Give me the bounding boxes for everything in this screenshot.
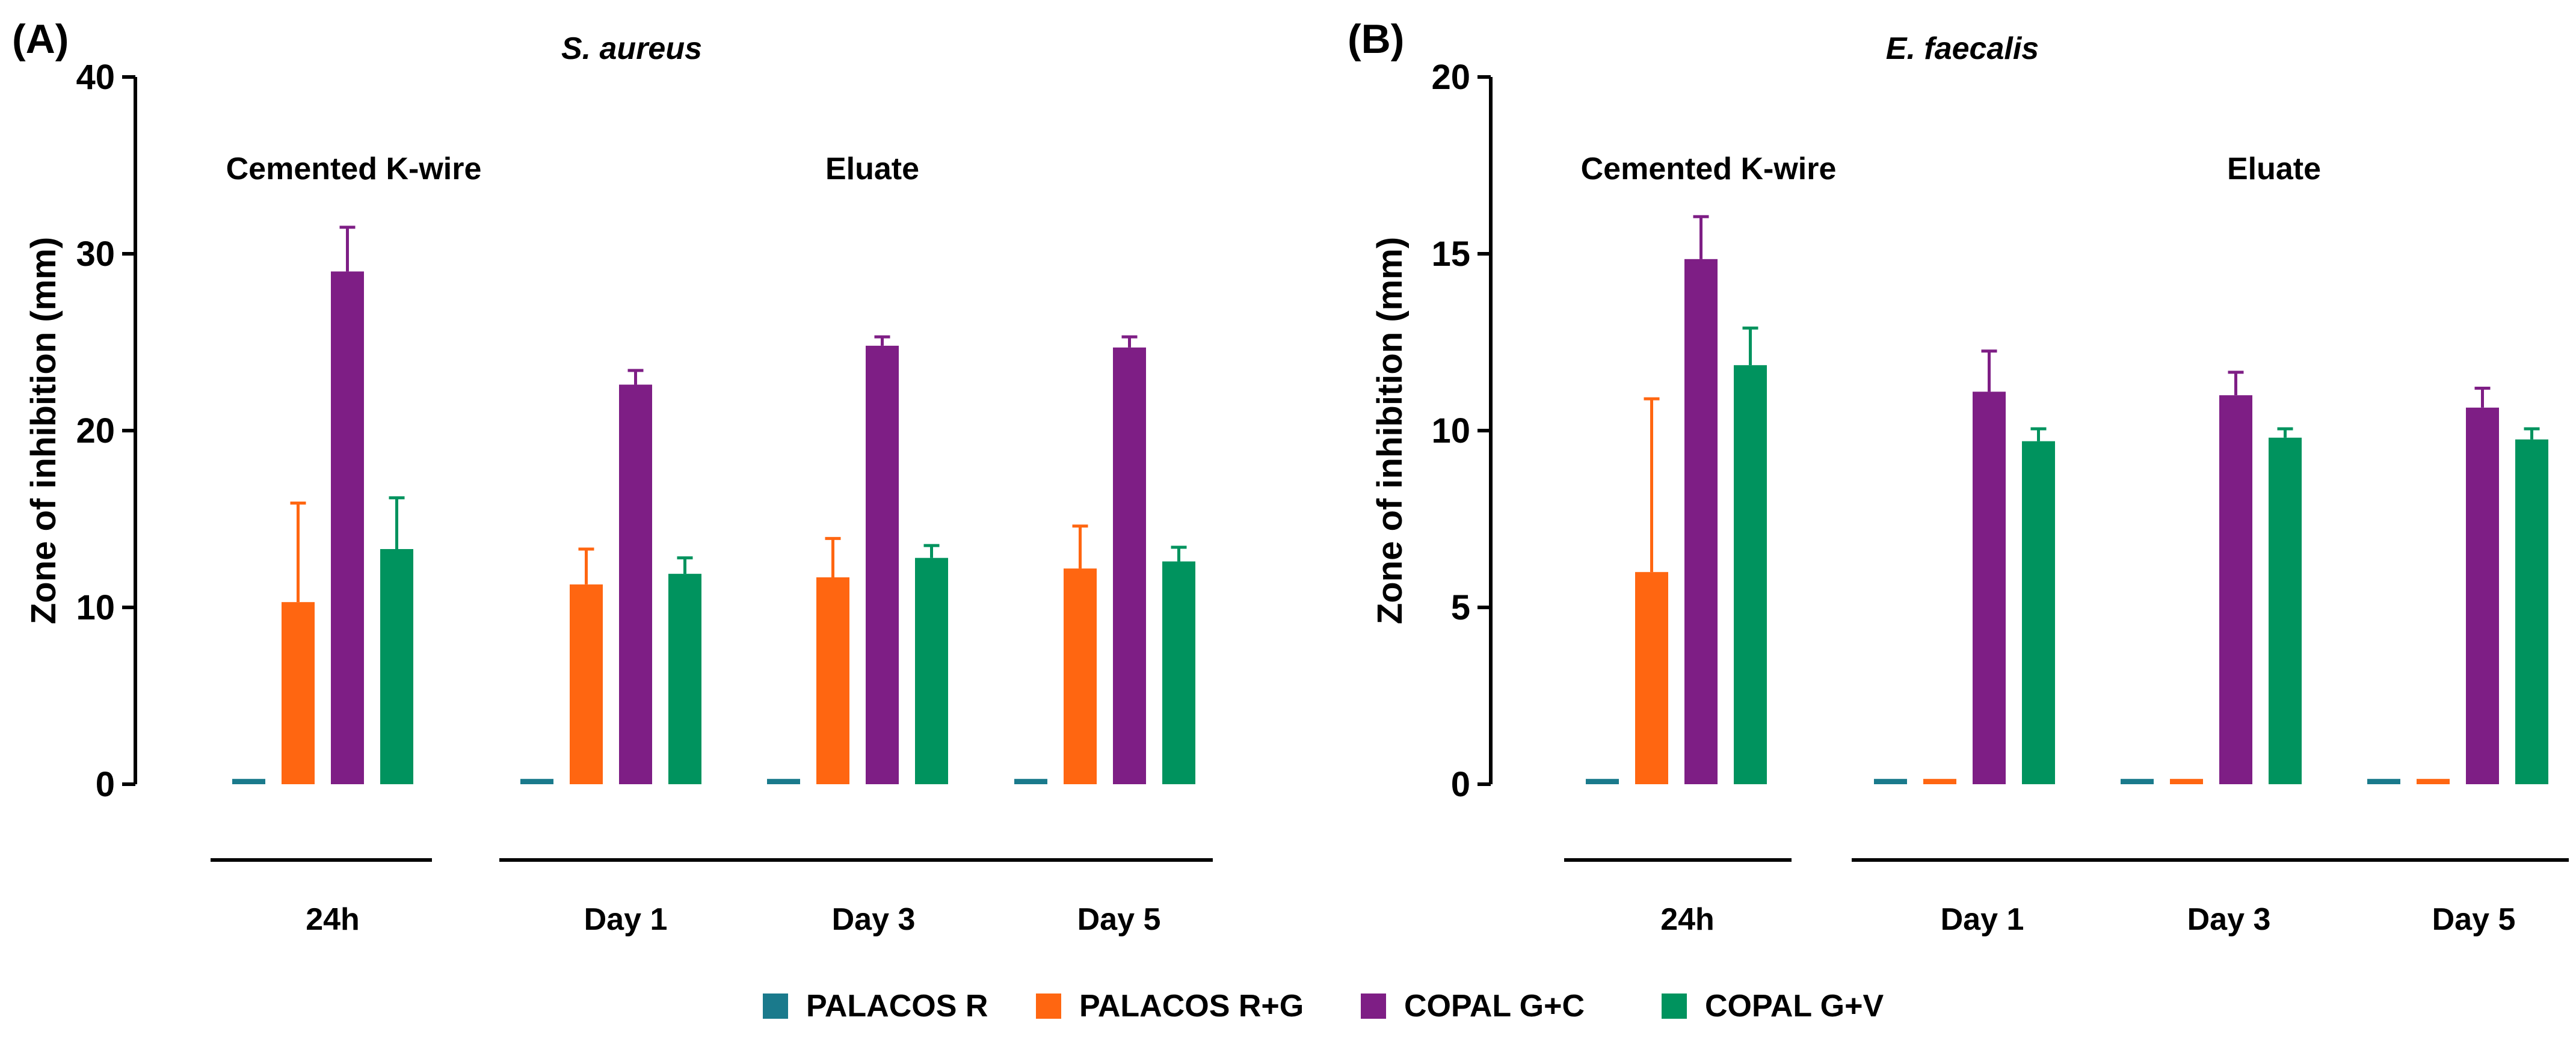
- section-label: Cemented K-wire: [1581, 152, 1837, 186]
- x-category-label: Day 5: [2432, 902, 2516, 937]
- legend-swatch: [1662, 993, 1687, 1019]
- bar-copal-g-c: [1973, 392, 2006, 784]
- bar-palacos-r-g: [2170, 779, 2203, 784]
- legend-label: COPAL G+C: [1404, 989, 1585, 1024]
- x-category-label: 24h: [306, 902, 360, 937]
- bar-palacos-r: [767, 779, 800, 784]
- y-tick-label: 15: [1431, 235, 1470, 274]
- bar-copal-g-v: [1734, 365, 1767, 784]
- bar-palacos-r-g: [1064, 568, 1097, 784]
- y-axis-label: Zone of inhibition (mm): [1370, 237, 1410, 624]
- bar-palacos-r: [520, 779, 553, 784]
- y-axis-label: Zone of inhibition (mm): [24, 237, 63, 624]
- bar-palacos-r: [1586, 779, 1619, 784]
- y-tick-label: 20: [1431, 58, 1470, 97]
- bar-copal-g-c: [1113, 347, 1146, 784]
- bar-palacos-r-g: [1923, 779, 1956, 784]
- bar-copal-g-c: [1684, 259, 1718, 784]
- panel-label: (B): [1348, 16, 1404, 62]
- legend-label: PALACOS R: [806, 989, 988, 1024]
- bar-copal-g-v: [2022, 441, 2055, 784]
- panel-a: (A) S. aureus Zone of inhibition (mm) 0 10 20…: [12, 16, 1213, 937]
- legend-swatch: [763, 993, 788, 1019]
- section-label: Cemented K-wire: [226, 152, 482, 186]
- chart-title: E. faecalis: [1886, 31, 2039, 66]
- bar-palacos-r-g: [282, 602, 315, 784]
- panel-b: (B) E. faecalis Zone of inhibition (mm) 0 5 1…: [1348, 16, 2569, 937]
- section-label: Eluate: [825, 152, 919, 186]
- bar-palacos-r: [1014, 779, 1047, 784]
- y-tick-label: 0: [96, 765, 115, 804]
- y-tick-label: 10: [76, 588, 115, 627]
- chart-title: S. aureus: [561, 31, 702, 66]
- bar-copal-g-v: [1162, 561, 1195, 784]
- x-category-label: Day 5: [1077, 902, 1161, 937]
- y-tick-label: 30: [76, 235, 115, 274]
- bar-copal-g-c: [866, 345, 899, 784]
- section-label: Eluate: [2227, 152, 2321, 186]
- legend-swatch: [1361, 993, 1386, 1019]
- x-category-label: Day 3: [2187, 902, 2271, 937]
- bar-palacos-r-g: [1635, 572, 1668, 784]
- legend: PALACOS R PALACOS R+G COPAL G+C COPAL G+V: [763, 989, 1884, 1024]
- x-category-label: Day 1: [584, 902, 668, 937]
- bar-palacos-r: [1874, 779, 1907, 784]
- x-category-label: Day 3: [832, 902, 916, 937]
- bar-palacos-r: [232, 779, 265, 784]
- x-category-label: Day 1: [1941, 902, 2024, 937]
- panel-label: (A): [12, 16, 69, 62]
- bar-palacos-r-g: [570, 584, 603, 784]
- bar-copal-g-v: [668, 574, 701, 784]
- y-tick-label: 20: [76, 411, 115, 450]
- legend-swatch: [1036, 993, 1061, 1019]
- y-tick-label: 10: [1431, 411, 1470, 450]
- bar-copal-g-v: [2515, 439, 2548, 784]
- y-tick-label: 5: [1451, 588, 1470, 627]
- bar-copal-g-c: [2466, 407, 2499, 784]
- bar-copal-g-v: [380, 548, 413, 784]
- bar-palacos-r: [2367, 779, 2400, 784]
- bar-palacos-r-g: [2417, 779, 2450, 784]
- x-category-label: 24h: [1660, 902, 1715, 937]
- legend-label: PALACOS R+G: [1079, 989, 1304, 1024]
- bar-copal-g-v: [915, 557, 948, 784]
- bar-copal-g-v: [2269, 437, 2302, 784]
- bar-copal-g-c: [2219, 395, 2252, 784]
- y-tick-label: 40: [76, 58, 115, 97]
- bar-palacos-r: [2121, 779, 2154, 784]
- bar-palacos-r-g: [816, 577, 849, 784]
- bar-copal-g-c: [619, 384, 652, 784]
- bar-copal-g-c: [331, 271, 364, 784]
- y-tick-label: 0: [1451, 765, 1470, 804]
- legend-label: COPAL G+V: [1705, 989, 1884, 1024]
